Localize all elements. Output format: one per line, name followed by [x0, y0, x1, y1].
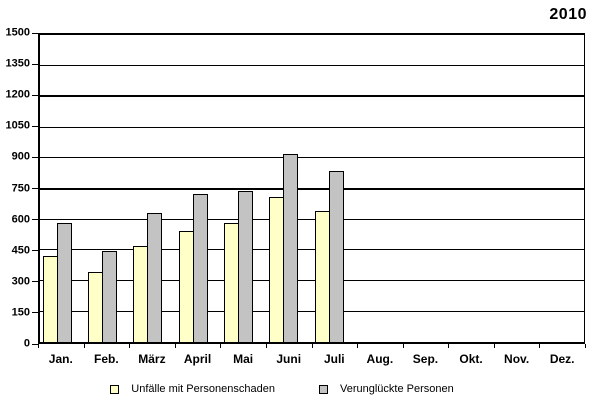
bar-2-juni	[283, 154, 299, 342]
x-axis-label-mai: Mai	[233, 352, 254, 366]
month-slot-aug	[357, 35, 402, 342]
bar-1-märz	[133, 246, 149, 342]
y-axis-label-1200: 1200	[5, 88, 30, 101]
month-slot-april	[176, 35, 221, 342]
month-slot-sep	[403, 35, 448, 342]
y-axis-label-150: 150	[11, 306, 30, 319]
y-axis-label-0: 0	[23, 337, 30, 350]
x-axis-tick	[357, 344, 359, 348]
bar-2-april	[192, 194, 208, 342]
month-slot-jan	[40, 35, 85, 342]
month-slot-dez	[539, 35, 584, 342]
bar-pair	[87, 251, 117, 342]
x-axis-tick	[220, 344, 222, 348]
legend-label-verungglueckte: Verunglückte Personen	[339, 383, 454, 395]
gridline-900	[40, 157, 584, 159]
plot-area	[38, 33, 585, 344]
legend: Unfälle mit Personenschaden Verunglückte…	[0, 383, 582, 395]
x-axis-label-april: April	[183, 352, 212, 366]
y-axis-label-900: 900	[11, 150, 30, 163]
year-title: 2010	[549, 6, 587, 23]
bar-2-juli	[328, 171, 344, 342]
bar-pair	[269, 154, 299, 342]
x-axis-tick	[311, 344, 313, 348]
x-axis-label-nov: Nov.	[504, 352, 530, 366]
y-axis-tick	[32, 94, 38, 96]
x-axis-tick	[83, 344, 85, 348]
month-slot-märz	[131, 35, 176, 342]
legend-entry-verungglueckte: Verunglückte Personen	[318, 383, 454, 395]
bar-1-feb	[87, 272, 103, 342]
x-axis-label-dez: Dez.	[549, 352, 575, 366]
y-axis-tick	[32, 63, 38, 65]
x-axis-tick	[129, 344, 131, 348]
x-axis-label-jan: Jan.	[48, 352, 73, 366]
gridline-300	[40, 280, 584, 282]
y-axis-tick	[32, 188, 38, 189]
x-axis-tick	[402, 344, 404, 348]
y-axis-label-1350: 1350	[5, 57, 30, 70]
month-slot-mai	[221, 35, 266, 342]
x-axis-label-juni: Juni	[276, 352, 302, 366]
bar-1-juni	[269, 197, 285, 342]
y-axis-tick	[32, 250, 38, 252]
y-axis-label-1050: 1050	[5, 119, 30, 132]
legend-marker-verungglueckte-icon	[318, 384, 328, 394]
bar-2-jan	[56, 223, 72, 342]
x-axis-label-juli: Juli	[323, 352, 345, 366]
y-axis-tick	[32, 312, 38, 314]
bar-2-feb	[101, 251, 117, 342]
x-axis-tick	[585, 344, 586, 348]
gridline-1350	[40, 65, 584, 67]
x-axis-label-märz: März	[138, 352, 166, 366]
y-axis-tick	[32, 156, 38, 158]
y-axis-label-750: 750	[11, 182, 30, 194]
gridline-750	[40, 187, 584, 190]
y-axis-tick	[32, 125, 38, 127]
x-axis-label-sep: Sep.	[412, 352, 439, 366]
gridline-600	[40, 218, 584, 220]
month-slot-juli	[312, 35, 357, 342]
legend-label-unfaelle: Unfälle mit Personenschaden	[131, 383, 275, 395]
gridline-1050	[40, 126, 584, 128]
x-axis-label-aug: Aug.	[366, 352, 394, 366]
legend-marker-unfaelle-icon	[110, 384, 120, 394]
x-axis-label-feb: Feb.	[94, 352, 119, 366]
y-axis-label-300: 300	[11, 275, 30, 288]
gridline-1200	[40, 95, 584, 98]
bar-pair	[133, 213, 163, 342]
x-axis-tick	[448, 344, 450, 348]
gridline-150	[40, 310, 584, 312]
bar-1-mai	[223, 223, 239, 342]
legend-entry-unfaelle: Unfälle mit Personenschaden	[110, 383, 275, 395]
bar-2-mai	[237, 191, 253, 342]
bar-pair	[42, 223, 72, 342]
y-axis-label-600: 600	[11, 213, 30, 226]
month-slot-okt	[448, 35, 493, 342]
bar-pair	[178, 194, 208, 342]
x-axis-tick	[265, 344, 267, 348]
bar-2-märz	[147, 213, 163, 342]
month-slot-feb	[85, 35, 130, 342]
gridline-450	[40, 249, 584, 251]
y-axis-label-450: 450	[11, 244, 30, 257]
y-axis-tick	[32, 281, 38, 283]
bar-1-april	[178, 231, 194, 342]
bar-1-jan	[42, 256, 58, 342]
x-axis-tick	[38, 344, 39, 348]
month-slot-nov	[493, 35, 538, 342]
y-axis-tick	[32, 219, 38, 221]
x-axis-tick	[493, 344, 495, 348]
bar-pair	[223, 191, 253, 342]
x-axis-label-okt: Okt.	[459, 352, 483, 366]
x-axis-tick	[174, 344, 176, 348]
bar-1-juli	[314, 211, 330, 342]
month-slot-juni	[267, 35, 312, 342]
y-axis-tick	[32, 32, 38, 34]
y-axis-tick	[32, 343, 38, 345]
y-axis-label-1500: 1500	[5, 26, 30, 39]
bar-pair	[314, 171, 344, 342]
x-axis-tick	[539, 344, 541, 348]
